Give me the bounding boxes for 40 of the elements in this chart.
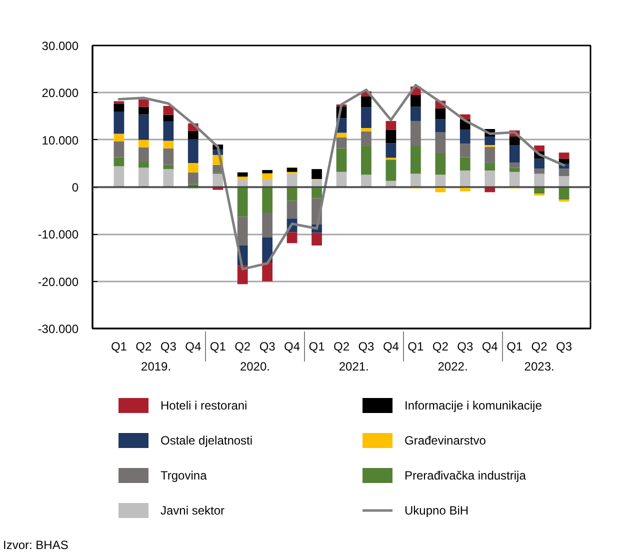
legend-label: Ukupno BiH <box>404 504 469 518</box>
x-tick-label: Q1 <box>408 340 424 354</box>
x-tick-label: Q1 <box>308 340 326 354</box>
legend-label: Hoteli i restorani <box>160 398 248 412</box>
y-tick-label: 10.000 <box>42 133 79 148</box>
legend-label: Javni sektor <box>160 504 225 518</box>
text: 2021. <box>338 360 369 374</box>
y-tick-label: -10.000 <box>38 228 79 242</box>
x-tick-label: Q3 <box>457 340 474 354</box>
x-tick-label: Q1 <box>210 340 226 354</box>
text: 2023. <box>524 360 554 374</box>
text: 2020. <box>240 360 270 374</box>
x-tick-label: Q4 <box>185 340 202 354</box>
text: Izvor: BHAS <box>3 537 68 554</box>
y-tick-label: -30.000 <box>38 322 79 336</box>
x-tick-label: Q3 <box>358 340 375 354</box>
x-tick-label: Q4 <box>382 340 400 354</box>
text: 2019. <box>141 360 172 374</box>
x-tick-label: Q1 <box>506 340 523 354</box>
x-tick-label: Q2 <box>333 340 350 354</box>
x-tick-label: Q3 <box>556 340 572 354</box>
text: 2022. <box>438 360 468 374</box>
legend-label: Prerađivačka industrija <box>404 468 526 482</box>
x-tick-label: Q4 <box>284 340 300 354</box>
x-tick-label: Q2 <box>432 340 449 354</box>
y-tick-label: 0 <box>72 180 79 194</box>
y-tick-label: 30.000 <box>42 39 79 53</box>
y-tick-label: -20.000 <box>38 274 79 289</box>
legend-label: Trgovina <box>160 468 208 482</box>
x-tick-label: Q3 <box>160 340 177 354</box>
x-tick-label: Q2 <box>531 340 548 354</box>
x-tick-label: Q4 <box>482 340 498 354</box>
x-tick-label: Q1 <box>110 340 128 354</box>
legend-label: Ostale djelatnosti <box>160 434 253 448</box>
x-tick-label: Q2 <box>136 340 152 354</box>
legend-label: Građevinarstvo <box>404 434 486 448</box>
y-tick-label: 20.000 <box>42 86 79 100</box>
x-tick-label: Q2 <box>234 340 251 354</box>
legend-label: Informacije i komunikacije <box>404 398 542 412</box>
x-tick-label: Q3 <box>259 340 276 354</box>
